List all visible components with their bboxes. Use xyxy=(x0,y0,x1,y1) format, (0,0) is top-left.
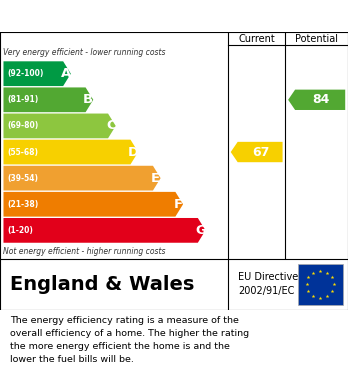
Text: C: C xyxy=(106,119,116,133)
Text: A: A xyxy=(61,67,71,80)
Text: Not energy efficient - higher running costs: Not energy efficient - higher running co… xyxy=(3,247,166,256)
FancyBboxPatch shape xyxy=(298,264,343,305)
Polygon shape xyxy=(3,88,93,112)
Polygon shape xyxy=(231,142,283,162)
Text: (69-80): (69-80) xyxy=(8,122,39,131)
Polygon shape xyxy=(3,218,205,243)
Text: Energy Efficiency Rating: Energy Efficiency Rating xyxy=(10,7,239,25)
Polygon shape xyxy=(3,192,183,217)
Text: England & Wales: England & Wales xyxy=(10,275,195,294)
Text: EU Directive
2002/91/EC: EU Directive 2002/91/EC xyxy=(238,272,299,296)
Text: 67: 67 xyxy=(252,145,269,158)
Text: B: B xyxy=(83,93,93,106)
Text: (39-54): (39-54) xyxy=(8,174,39,183)
Text: (55-68): (55-68) xyxy=(8,147,39,156)
Text: F: F xyxy=(174,198,183,211)
Text: D: D xyxy=(128,145,139,158)
Polygon shape xyxy=(3,113,116,138)
Text: (92-100): (92-100) xyxy=(8,69,44,78)
Text: (21-38): (21-38) xyxy=(8,200,39,209)
Text: The energy efficiency rating is a measure of the
overall efficiency of a home. T: The energy efficiency rating is a measur… xyxy=(10,316,250,364)
Text: E: E xyxy=(151,172,160,185)
Polygon shape xyxy=(3,61,71,86)
Text: (1-20): (1-20) xyxy=(8,226,33,235)
Text: Very energy efficient - lower running costs: Very energy efficient - lower running co… xyxy=(3,48,166,57)
Text: 84: 84 xyxy=(312,93,330,106)
Text: Current: Current xyxy=(238,34,275,44)
Text: Potential: Potential xyxy=(295,34,338,44)
Text: (81-91): (81-91) xyxy=(8,95,39,104)
Polygon shape xyxy=(3,140,138,164)
Text: G: G xyxy=(195,224,206,237)
Polygon shape xyxy=(288,90,345,110)
Polygon shape xyxy=(3,166,160,190)
